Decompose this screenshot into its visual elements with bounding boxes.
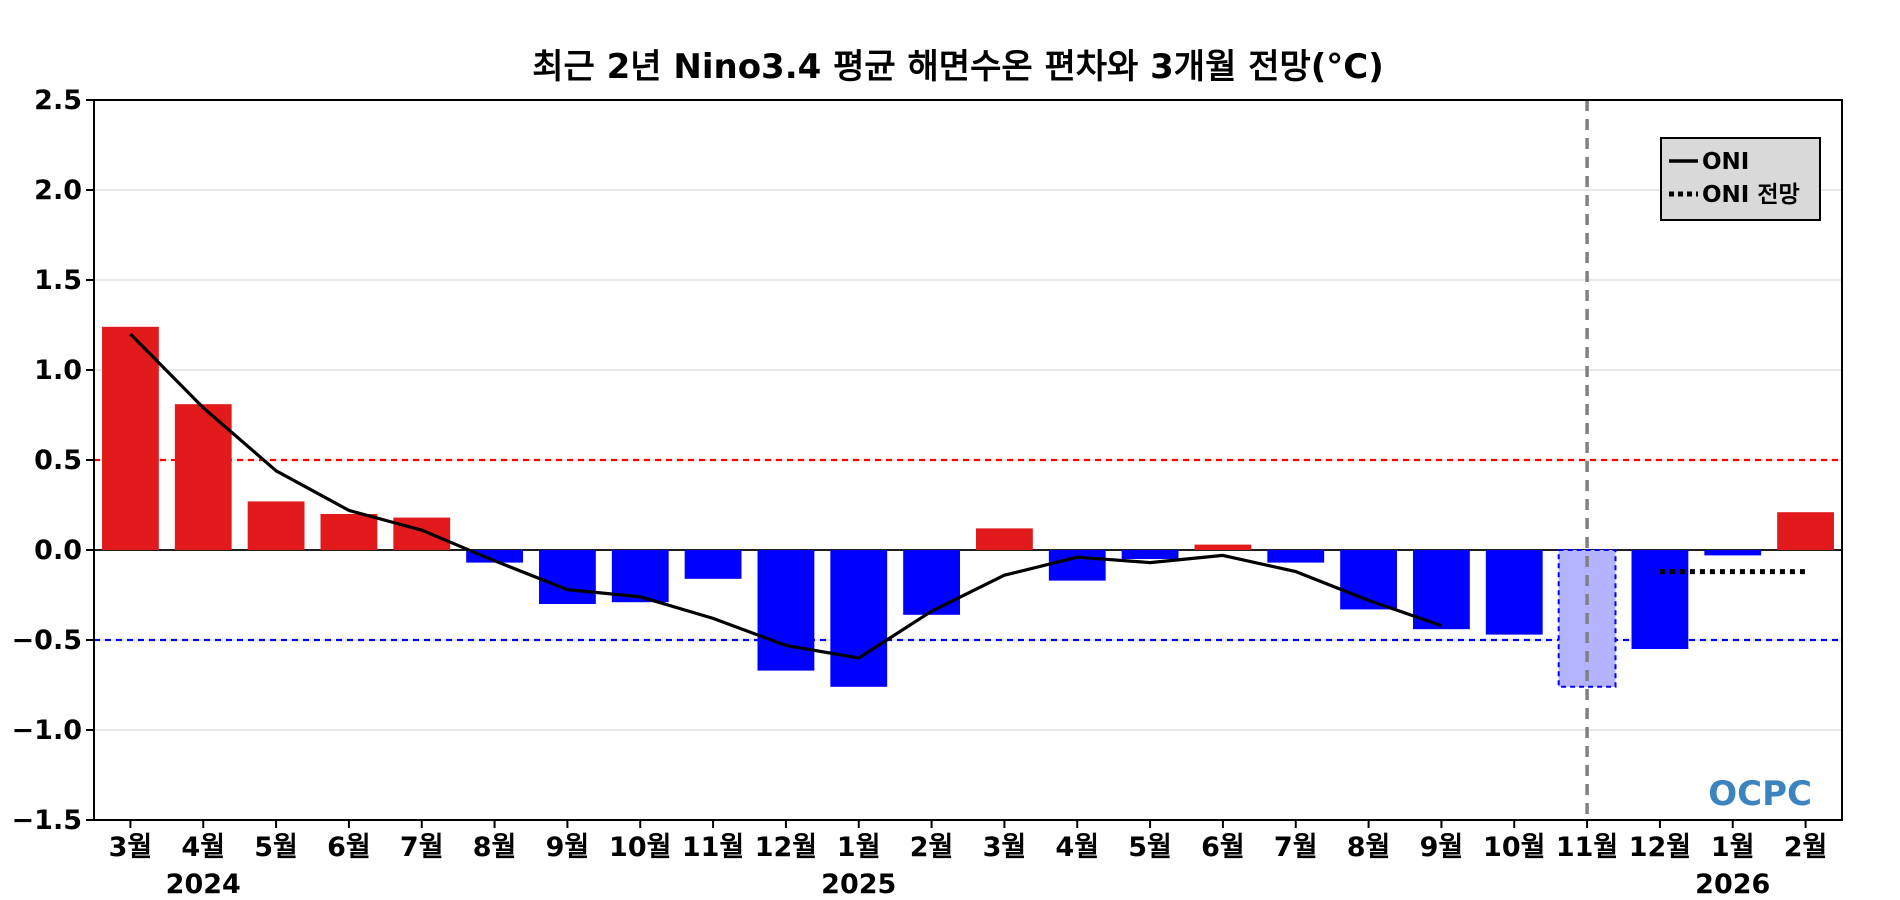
x-tick-label: 3월 — [109, 832, 153, 863]
anomaly-bar — [1485, 550, 1543, 635]
x-tick-label: 9월 — [1420, 832, 1464, 863]
anomaly-bar — [174, 404, 232, 550]
y-tick-label: 1.5 — [34, 265, 82, 296]
anomaly-bar — [903, 550, 960, 615]
bars — [102, 326, 1834, 688]
y-tick-label: −0.5 — [12, 625, 82, 656]
x-axis-ticks: 3월 4월 5월 6월 7월 8월 9월 10월 11월 12월 1월 2월 3월 4월 5월 6월 7월 8월 9… — [109, 820, 1828, 863]
anomaly-bar — [684, 550, 742, 579]
legend: ONI ONI 전망 — [1660, 137, 1821, 221]
reference-lines — [94, 458, 1842, 642]
y-tick-label: 2.5 — [34, 85, 82, 116]
x-tick-label: 1월 — [1711, 832, 1755, 863]
chart-title: 최근 2년 Nino3.4 평균 해면수온 편차와 3개월 전망(°C) — [532, 47, 1384, 87]
year-label: 2026 — [1695, 869, 1770, 900]
x-tick-label: 6월 — [327, 832, 371, 863]
x-tick-label: 10월 — [609, 832, 671, 863]
anomaly-bar — [1704, 550, 1762, 556]
legend-box — [1660, 137, 1821, 221]
x-tick-label: 7월 — [400, 832, 444, 863]
anomaly-bar — [976, 528, 1033, 550]
oni-series-line — [129, 332, 1442, 660]
ocpc-logo: OCPC — [1708, 774, 1812, 814]
x-tick-label: 2월 — [910, 832, 954, 863]
legend-label-oni: ONI — [1702, 149, 1749, 175]
y-tick-label: −1.0 — [12, 715, 82, 746]
x-tick-label: 5월 — [1128, 832, 1172, 863]
anomaly-bar — [1777, 512, 1834, 550]
x-tick-label: 12월 — [755, 832, 817, 863]
anomaly-bar — [1413, 550, 1470, 630]
x-tick-label: 2월 — [1784, 832, 1828, 863]
year-labels: 2024 2025 2026 — [166, 869, 1771, 900]
anomaly-bar — [102, 326, 159, 550]
y-tick-label: −1.5 — [12, 805, 82, 836]
x-tick-label: 5월 — [254, 832, 298, 863]
anomaly-bar — [393, 517, 451, 550]
legend-label-oni-forecast: ONI 전망 — [1702, 182, 1800, 208]
anomaly-bar — [757, 550, 815, 671]
anomaly-bar — [1121, 550, 1179, 559]
x-tick-label: 4월 — [181, 832, 225, 863]
x-tick-label: 10월 — [1483, 832, 1545, 863]
y-tick-label: 0.0 — [34, 535, 82, 566]
x-tick-label: 6월 — [1201, 832, 1245, 863]
x-tick-label: 8월 — [473, 832, 517, 863]
x-tick-label: 8월 — [1347, 832, 1391, 863]
oni-line — [129, 332, 1806, 660]
x-tick-label: 12월 — [1629, 832, 1691, 863]
x-tick-label: 9월 — [546, 832, 590, 863]
x-tick-label: 4월 — [1055, 832, 1099, 863]
x-tick-label: 11월 — [682, 832, 744, 863]
y-tick-label: 2.0 — [34, 175, 82, 206]
year-label: 2024 — [166, 869, 241, 900]
anomaly-bar — [539, 550, 596, 604]
y-tick-label: 0.5 — [34, 445, 82, 476]
year-label: 2025 — [821, 869, 896, 900]
y-tick-label: 1.0 — [34, 355, 82, 386]
anomaly-bar — [320, 514, 378, 550]
ocpc-logo-text: OCPC — [1708, 774, 1812, 814]
anomaly-bar — [1048, 550, 1106, 581]
x-tick-label: 1월 — [837, 832, 881, 863]
anomaly-bar — [1267, 550, 1325, 563]
anomaly-bar — [830, 550, 888, 687]
x-tick-label: 11월 — [1556, 832, 1618, 863]
anomaly-bar — [247, 501, 305, 550]
x-tick-label: 7월 — [1274, 832, 1318, 863]
anomaly-bar — [1631, 550, 1689, 649]
anomaly-bar — [1194, 544, 1252, 550]
y-axis-ticks: 2.5 2.0 1.5 1.0 0.5 0.0 −0.5 −1.0 −1.5 — [12, 85, 94, 836]
x-tick-label: 3월 — [983, 832, 1027, 863]
